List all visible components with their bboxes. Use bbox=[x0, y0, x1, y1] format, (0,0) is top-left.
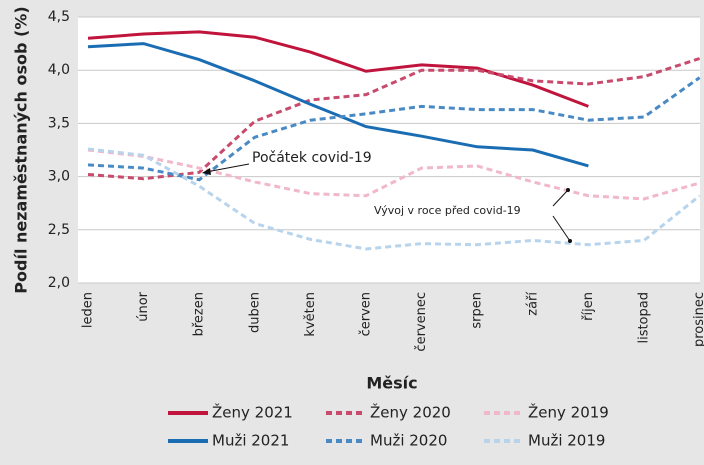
y-tick-label: 2,0 bbox=[48, 275, 70, 291]
annotation-dot bbox=[568, 239, 572, 243]
annotation: Vývoj v roce před covid-19 bbox=[374, 204, 521, 217]
y-tick-label: 2,5 bbox=[48, 222, 70, 238]
annotation: Počátek covid-19 bbox=[252, 150, 372, 166]
y-tick-label: 3,5 bbox=[48, 115, 70, 131]
x-tick-label: říjen bbox=[581, 292, 596, 321]
plot-area bbox=[78, 17, 700, 283]
x-tick-label: listopad bbox=[637, 292, 652, 344]
annotation-line bbox=[552, 189, 569, 207]
x-tick-label: březen bbox=[192, 292, 207, 336]
series-line bbox=[87, 147, 701, 251]
y-tick-label: 4,0 bbox=[48, 62, 70, 78]
annotation-line bbox=[552, 215, 571, 242]
y-tick-label: 3,0 bbox=[48, 169, 70, 185]
x-tick-label: květen bbox=[303, 292, 318, 337]
x-tick-label: červen bbox=[359, 292, 374, 336]
series-line bbox=[87, 30, 589, 108]
series-line bbox=[87, 42, 589, 168]
x-tick-label: prosinec bbox=[692, 292, 704, 347]
series-line bbox=[87, 76, 701, 182]
annotation-dot bbox=[566, 188, 570, 192]
arrow-head bbox=[202, 168, 211, 175]
x-tick-label: září bbox=[525, 292, 540, 316]
x-axis-label: Měsíc bbox=[366, 374, 417, 393]
legend-label: Ženy 2020 bbox=[370, 403, 451, 422]
series-line bbox=[87, 57, 701, 181]
legend-label: Ženy 2019 bbox=[528, 403, 609, 422]
x-tick-label: únor bbox=[136, 291, 151, 321]
x-tick-label: leden bbox=[81, 292, 96, 328]
legend-label: Muži 2019 bbox=[528, 432, 605, 450]
legend-label: Muži 2021 bbox=[212, 432, 289, 450]
annotation-arrow bbox=[205, 163, 250, 173]
y-tick-label: 4,5 bbox=[48, 9, 70, 25]
series-line bbox=[87, 148, 701, 201]
legend-label: Muži 2020 bbox=[370, 432, 447, 450]
x-tick-label: srpen bbox=[470, 292, 485, 329]
x-tick-label: červenec bbox=[414, 292, 429, 352]
legend-label: Ženy 2021 bbox=[212, 403, 293, 422]
y-axis-label: Podíl nezaměstnaných osob (%) bbox=[12, 6, 31, 293]
x-tick-label: duben bbox=[247, 292, 262, 333]
